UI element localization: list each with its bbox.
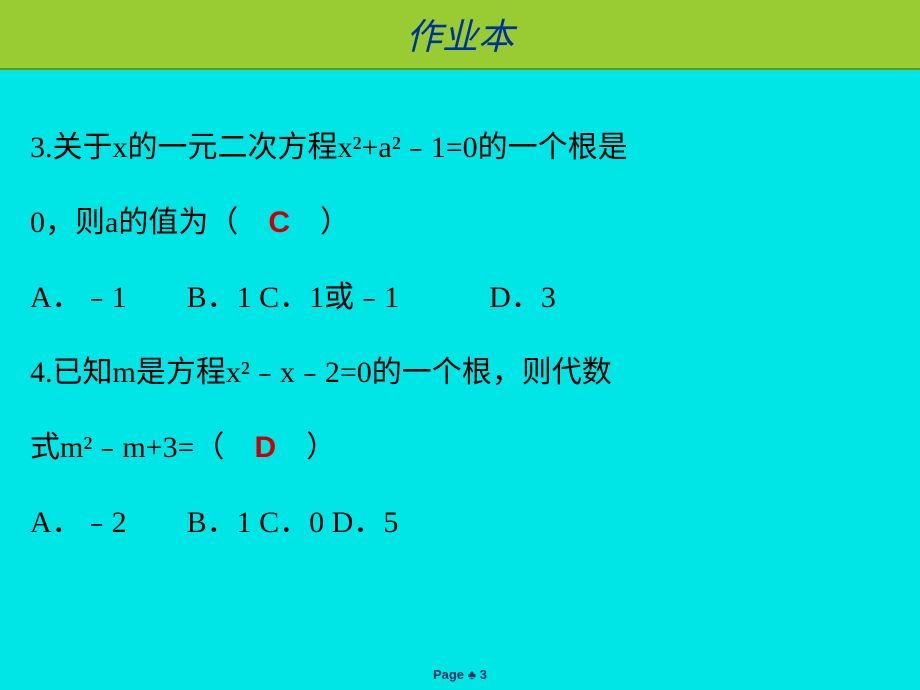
q3-answer: C <box>268 206 290 239</box>
q4-line1: 4.已知m是方程x²﹣x﹣2=0的一个根，则代数 <box>30 335 890 410</box>
q3-line2-suffix: ） <box>290 206 350 239</box>
q4-options: A．﹣2 B．1 C．0 D．5 <box>30 485 890 560</box>
content-area: 3.关于x的一元二次方程x²+a²﹣1=0的一个根是 0，则a的值为（ C ） … <box>0 70 920 560</box>
q4-line2-suffix: ） <box>276 431 336 464</box>
q3-line1: 3.关于x的一元二次方程x²+a²﹣1=0的一个根是 <box>30 110 890 185</box>
header-bar: 作业本 <box>0 0 920 70</box>
q4-line2: 式m²﹣m+3=（ D ） <box>30 410 890 485</box>
q4-line2-prefix: 式m²﹣m+3=（ <box>30 431 255 464</box>
q3-line2: 0，则a的值为（ C ） <box>30 185 890 260</box>
page-footer: Page ♣ 3 <box>0 667 920 682</box>
q3-options: A．﹣1 B．1 C．1或﹣1 D．3 <box>30 260 890 335</box>
page-title: 作业本 <box>406 8 514 60</box>
q4-answer: D <box>255 431 277 464</box>
q3-line2-prefix: 0，则a的值为（ <box>30 206 268 239</box>
